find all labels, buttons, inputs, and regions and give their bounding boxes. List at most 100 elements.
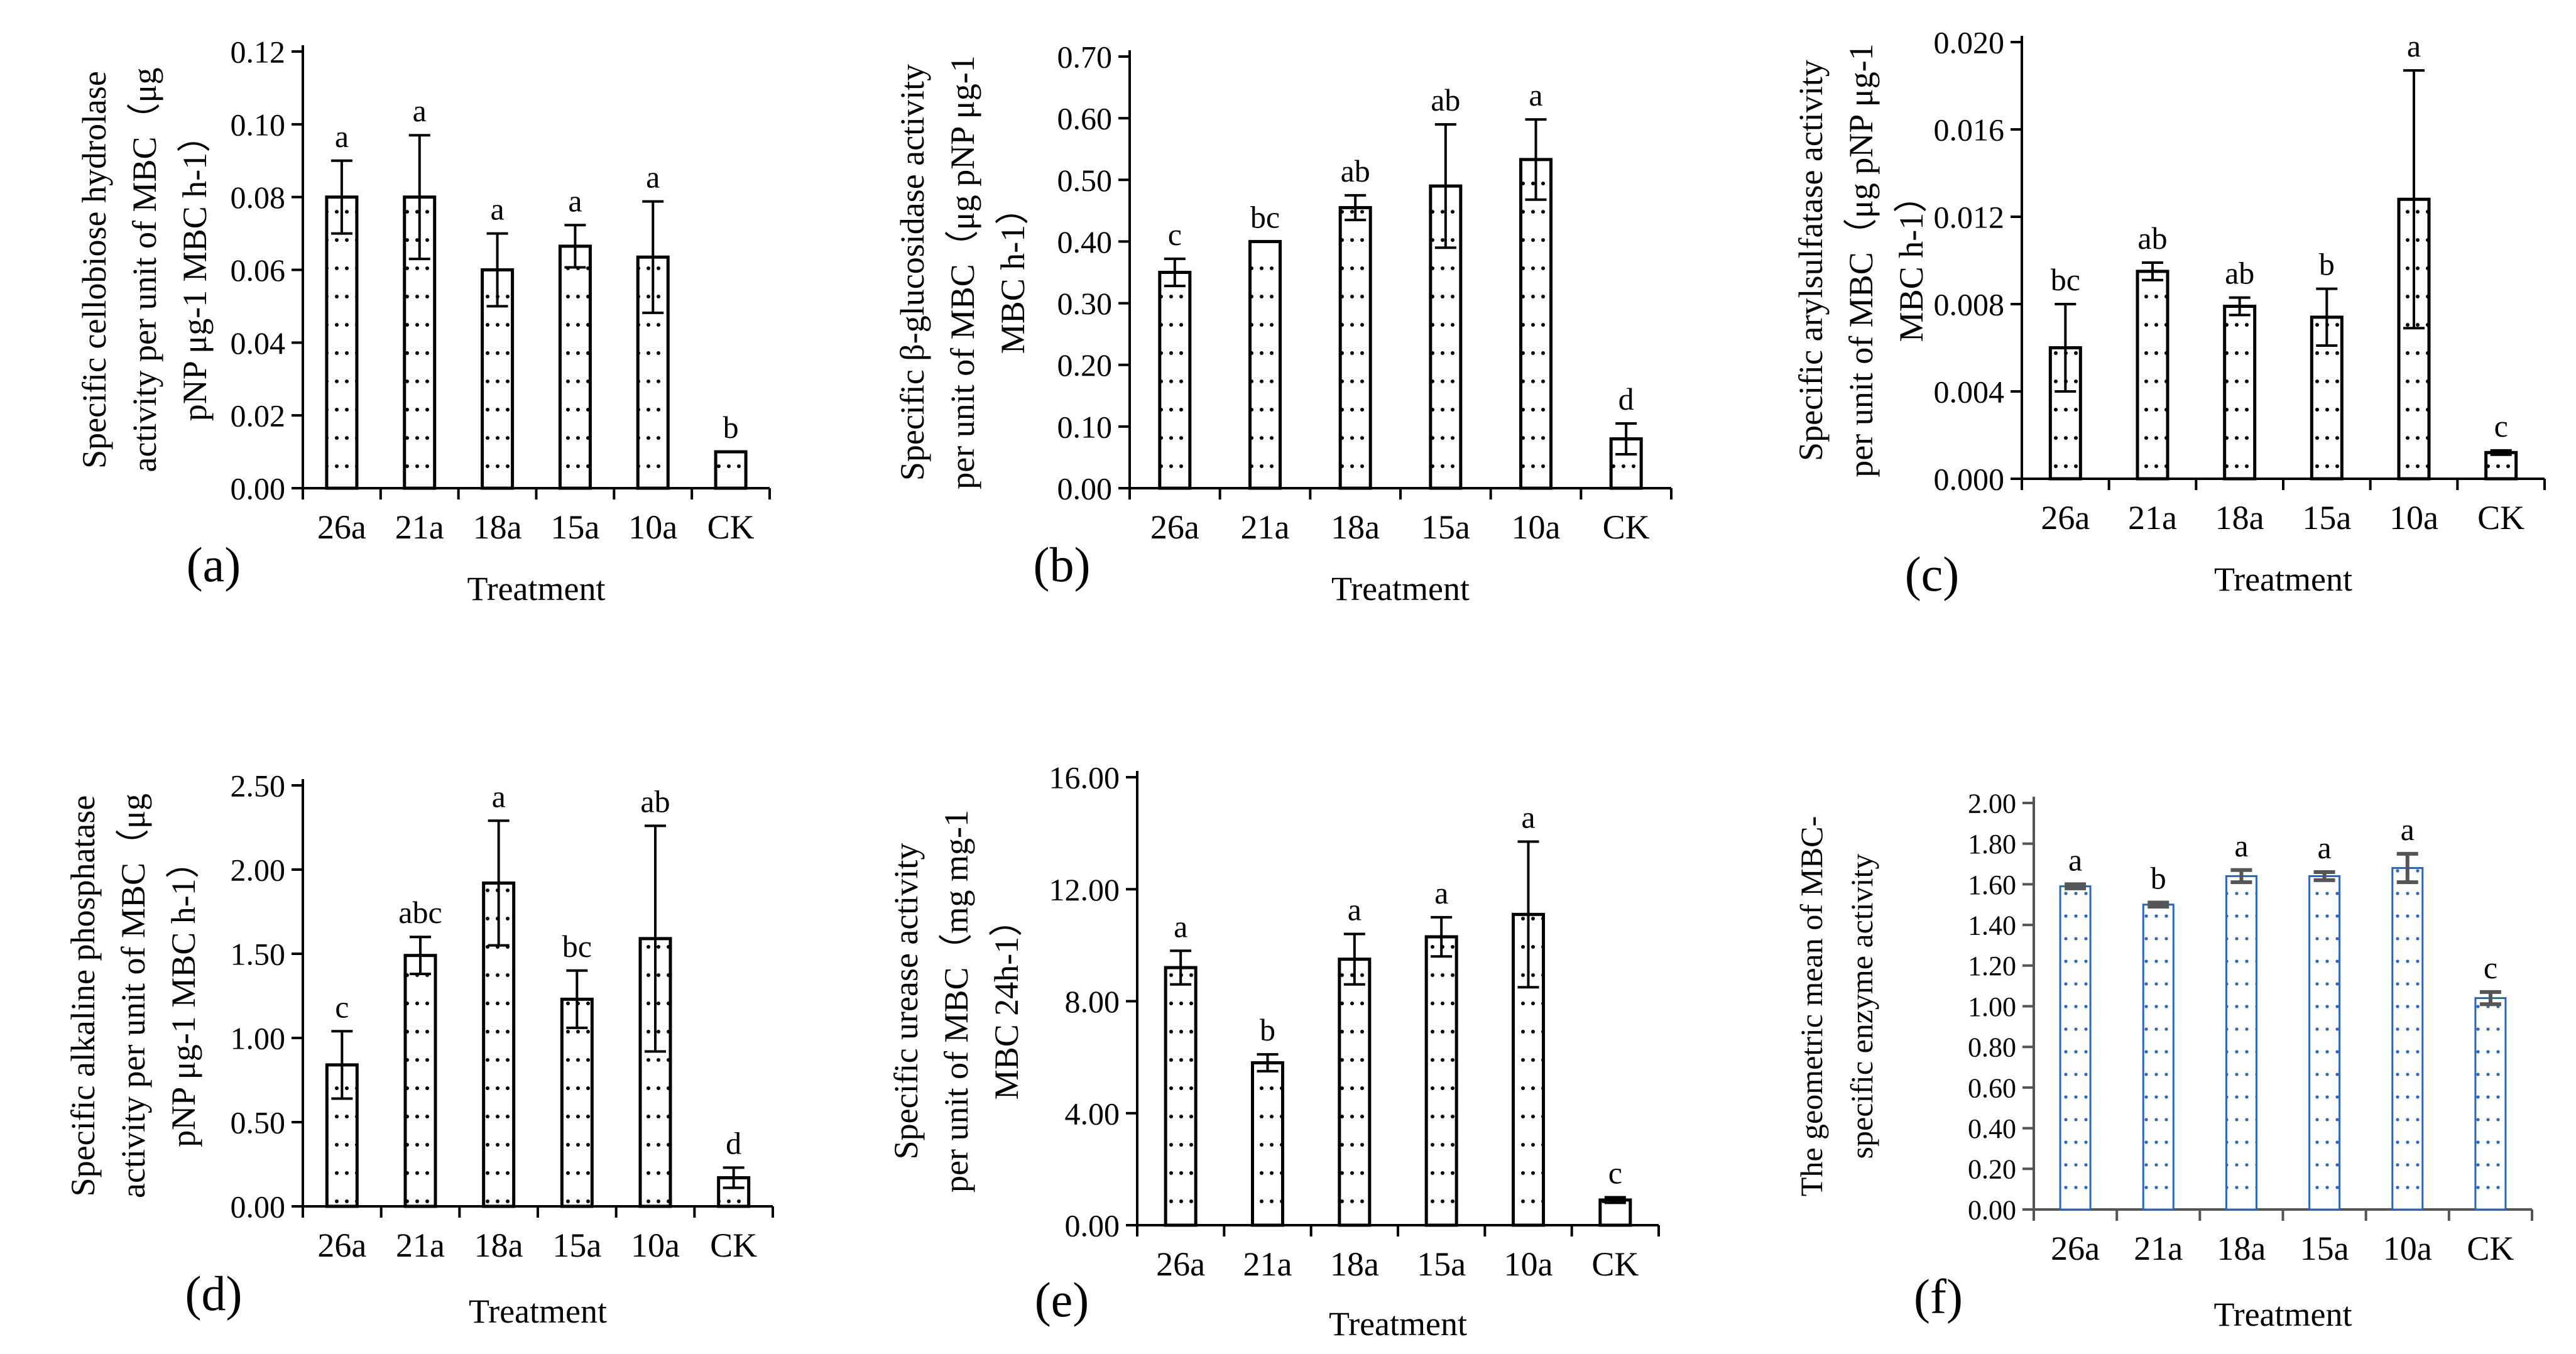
- error-bar: [2148, 900, 2169, 909]
- significance-label: a: [2068, 842, 2082, 877]
- y-tick-label: 0.60: [1968, 1073, 2016, 1103]
- y-axis-label-line: activity per unit of MBC（μg: [114, 794, 152, 1198]
- y-tick-label: 1.60: [1968, 870, 2016, 900]
- y-tick-label: 0.50: [1057, 163, 1113, 198]
- error-bar: [1525, 118, 1547, 201]
- error-bar: [566, 969, 588, 1029]
- significance-label: a: [413, 93, 427, 128]
- y-tick-label: 0.00: [1057, 471, 1113, 506]
- y-tick-label: 0.50: [231, 1105, 286, 1140]
- x-tick-label: CK: [2467, 1230, 2514, 1267]
- error-bar: [1434, 123, 1456, 249]
- panel-label: (d): [185, 1266, 243, 1321]
- x-tick-label: CK: [707, 508, 755, 546]
- y-tick-label: 12.00: [1049, 872, 1120, 907]
- y-axis-label: Specific cellobiose hydrolase activity p…: [75, 68, 214, 472]
- significance-label: c: [335, 989, 349, 1024]
- error-bar: [2055, 303, 2077, 393]
- x-tick-label: 18a: [2215, 499, 2264, 537]
- bar-CK: [2474, 997, 2507, 1211]
- y-tick-label: 0.020: [1934, 25, 2005, 60]
- panel-b: Specific β-glucosidase activity per unit…: [893, 40, 1673, 608]
- y-axis-label: Specific arylsulfatase activity per unit…: [1792, 43, 1930, 477]
- bar-10a: [2391, 867, 2424, 1211]
- x-tick-label: 10a: [2389, 499, 2438, 537]
- error-bar: [723, 1166, 745, 1189]
- y-axis-label-line: Specific alkaline phosphatase: [64, 795, 102, 1197]
- bar-15a: [558, 244, 592, 490]
- significance-label: c: [2494, 408, 2508, 444]
- panel-f: The geometric mean of MBC- specific enzy…: [1794, 788, 2533, 1333]
- error-bar: [642, 200, 664, 314]
- x-tick-label: 21a: [396, 1226, 445, 1264]
- significance-label: a: [2401, 812, 2415, 847]
- y-tick-label: 0.00: [1065, 1208, 1120, 1243]
- x-tick-label: CK: [1591, 1245, 1639, 1283]
- significance-label: ab: [1341, 153, 1370, 188]
- significance-label: d: [726, 1125, 741, 1160]
- significance-label: bc: [562, 929, 592, 964]
- x-axis-label: Treatment: [1329, 1305, 1467, 1343]
- x-tick-label: 26a: [1156, 1245, 1205, 1283]
- y-axis-label: Specific urease activity per unit of MBC…: [887, 810, 1025, 1193]
- error-bar: [1431, 915, 1453, 958]
- error-bar: [1170, 949, 1192, 986]
- x-tick-label: 26a: [1150, 508, 1199, 546]
- y-axis-label-line: specific enzyme activity: [1844, 854, 1879, 1159]
- x-tick-label: 26a: [2051, 1230, 2100, 1267]
- significance-label: a: [2317, 830, 2331, 865]
- y-tick-label: 8.00: [1065, 984, 1120, 1019]
- x-axis-label: Treatment: [2214, 1296, 2352, 1333]
- y-tick-label: 0.10: [231, 107, 286, 142]
- significance-label: ab: [2137, 221, 2167, 256]
- y-tick-label: 0.02: [231, 398, 286, 434]
- y-tick-label: 0.016: [1934, 112, 2005, 148]
- significance-label: bc: [1250, 199, 1280, 234]
- panel-label: (c): [1905, 547, 1960, 601]
- significance-label: c: [1168, 217, 1182, 252]
- y-tick-label: 0.12: [231, 35, 286, 70]
- panel-label: (a): [187, 537, 241, 592]
- bar-10a: [1519, 158, 1553, 490]
- panel-label: (b): [1034, 537, 1091, 592]
- x-tick-label: 15a: [2302, 499, 2351, 537]
- x-tick-label: 26a: [2041, 499, 2090, 537]
- significance-label: a: [1521, 799, 1535, 834]
- significance-label: a: [1529, 77, 1542, 112]
- y-tick-label: 0.10: [1057, 409, 1113, 444]
- y-axis-label-line: per unit of MBC（mg mg-1: [937, 810, 975, 1193]
- y-tick-label: 1.00: [1968, 991, 2016, 1022]
- bar-CK: [714, 450, 748, 490]
- error-bar: [1257, 1053, 1279, 1073]
- bar-21a: [403, 954, 437, 1208]
- x-tick-label: 15a: [1421, 508, 1470, 546]
- y-tick-label: 0.012: [1934, 200, 2005, 235]
- error-bar: [2313, 870, 2335, 882]
- significance-label: b: [2151, 861, 2166, 896]
- y-tick-label: 0.40: [1968, 1113, 2016, 1144]
- y-axis-label-line: activity per unit of MBC（μg: [126, 68, 163, 472]
- y-tick-label: 0.000: [1934, 462, 2005, 497]
- bar-21a: [1251, 1061, 1284, 1227]
- significance-label: abc: [398, 895, 442, 930]
- significance-label: ab: [1431, 82, 1460, 117]
- error-bar: [1604, 1196, 1626, 1204]
- x-tick-label: 18a: [2217, 1230, 2266, 1267]
- y-tick-label: 2.00: [231, 853, 286, 888]
- bar-21a: [2136, 270, 2169, 481]
- panel-d: Specific alkaline phosphatase activity p…: [64, 768, 774, 1330]
- y-axis-label: Specific alkaline phosphatase activity p…: [64, 794, 202, 1198]
- y-tick-label: 1.40: [1968, 910, 2016, 941]
- x-tick-label: 21a: [2128, 499, 2177, 537]
- x-axis-label: Treatment: [2214, 560, 2352, 598]
- y-axis-label-line: pNP μg-1 MBC h-1）: [176, 119, 214, 422]
- x-tick-label: 18a: [1331, 508, 1380, 546]
- bar-21a: [1248, 239, 1282, 490]
- y-tick-label: 0.06: [231, 253, 286, 288]
- bar-15a: [1424, 935, 1458, 1227]
- y-tick-label: 0.30: [1057, 286, 1113, 321]
- x-tick-label: CK: [2477, 499, 2524, 537]
- bar-26a: [1158, 271, 1192, 490]
- error-bar: [488, 819, 510, 947]
